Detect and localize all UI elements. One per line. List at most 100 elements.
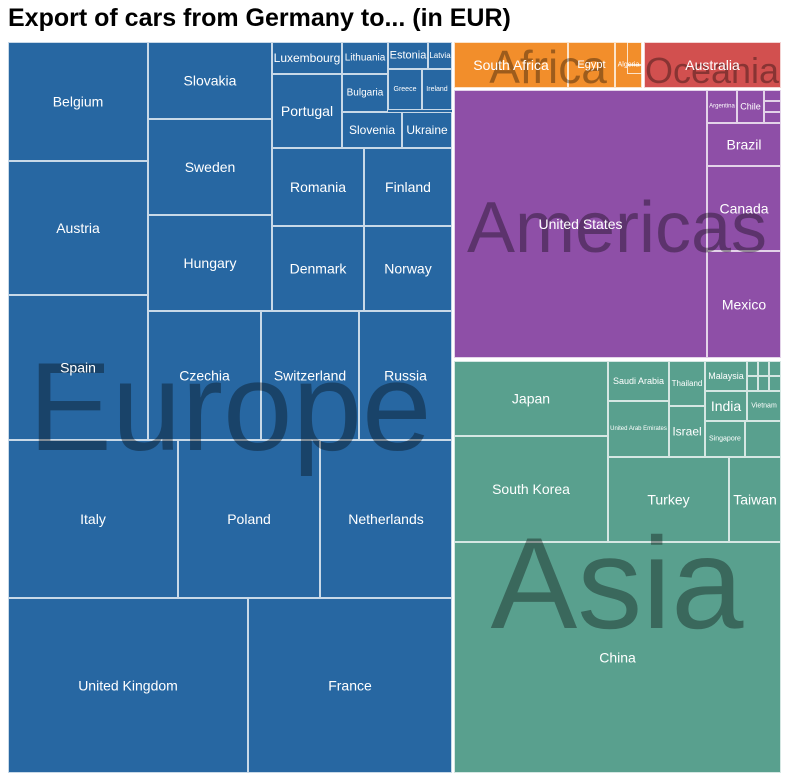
cell-austria[interactable] bbox=[8, 161, 148, 295]
cell-label: Saudi Arabia bbox=[613, 376, 664, 386]
cell-argentina[interactable] bbox=[707, 90, 737, 123]
cell-label: Austria bbox=[56, 220, 100, 236]
cell-label: Algeria bbox=[618, 62, 640, 69]
region-label: Asia bbox=[491, 510, 745, 656]
cell-egypt[interactable] bbox=[568, 42, 615, 88]
cell-russia[interactable] bbox=[359, 311, 452, 440]
cell-label: Bulgaria bbox=[347, 88, 384, 99]
cell-slovenia[interactable] bbox=[342, 112, 402, 148]
cell-label: Japan bbox=[512, 391, 550, 407]
region-label: Oceania bbox=[645, 50, 780, 91]
cell-poland[interactable] bbox=[178, 440, 320, 598]
cell-india[interactable] bbox=[705, 391, 747, 421]
cell-latvia[interactable] bbox=[428, 42, 452, 69]
cell-label: Switzerland bbox=[274, 368, 346, 384]
cell-minor bbox=[745, 421, 781, 457]
cell-taiwan[interactable] bbox=[729, 457, 781, 542]
region-label: Africa bbox=[489, 41, 607, 93]
cell-united-kingdom[interactable] bbox=[8, 598, 248, 773]
cell-spain[interactable] bbox=[8, 295, 148, 440]
cell-label: Denmark bbox=[290, 261, 348, 277]
region-gutter bbox=[642, 42, 644, 88]
cell-singapore[interactable] bbox=[705, 421, 745, 457]
cell-south-africa[interactable] bbox=[454, 42, 568, 88]
cell-minor bbox=[769, 361, 781, 376]
cell-denmark[interactable] bbox=[272, 226, 364, 311]
cell-label: South Korea bbox=[492, 481, 570, 497]
cell-lithuania[interactable] bbox=[342, 42, 388, 74]
cell-label: Brazil bbox=[726, 137, 761, 153]
cell-brazil[interactable] bbox=[707, 123, 781, 166]
cell-label: Czechia bbox=[179, 368, 230, 384]
cell-label: Greece bbox=[394, 86, 417, 93]
cell-saudi-arabia[interactable] bbox=[608, 361, 669, 401]
cell-label: Singapore bbox=[709, 436, 741, 443]
cell-minor bbox=[764, 112, 781, 123]
cell-label: Hungary bbox=[184, 255, 237, 271]
cell-label: South Africa bbox=[473, 57, 549, 73]
cell-malaysia[interactable] bbox=[705, 361, 747, 391]
cell-vietnam[interactable] bbox=[747, 391, 781, 421]
cell-label: Latvia bbox=[429, 51, 451, 60]
cell-label: France bbox=[328, 678, 372, 694]
cell-luxembourg[interactable] bbox=[272, 42, 342, 74]
cell-ireland[interactable] bbox=[422, 69, 452, 110]
cell-label: Canada bbox=[719, 201, 768, 217]
cell-switzerland[interactable] bbox=[261, 311, 359, 440]
cell-france[interactable] bbox=[248, 598, 452, 773]
cell-label: Netherlands bbox=[348, 511, 424, 527]
cell-israel[interactable] bbox=[669, 406, 705, 457]
cell-label: Russia bbox=[384, 368, 427, 384]
region-europe: Europe Belgium Austria Spain Slovakia Sweden H… bbox=[8, 42, 452, 773]
cell-belgium[interactable] bbox=[8, 42, 148, 161]
cell-slovakia[interactable] bbox=[148, 42, 272, 119]
cell-chile[interactable] bbox=[737, 90, 764, 123]
cell-japan[interactable] bbox=[454, 361, 608, 436]
cell-label: Portugal bbox=[281, 103, 333, 119]
cell-south-korea[interactable] bbox=[454, 436, 608, 542]
cell-label: Australia bbox=[685, 57, 740, 73]
cell-australia[interactable] bbox=[644, 42, 781, 88]
cell-minor bbox=[747, 361, 758, 376]
cell-mexico[interactable] bbox=[707, 251, 781, 358]
cell-turkey[interactable] bbox=[608, 457, 729, 542]
cell-minor bbox=[627, 42, 642, 65]
region-gutter bbox=[452, 42, 454, 773]
cell-label: Egypt bbox=[577, 59, 605, 71]
cell-label: United Kingdom bbox=[78, 678, 178, 694]
cell-romania[interactable] bbox=[272, 148, 364, 226]
cell-label: Argentina bbox=[709, 104, 735, 110]
cell-label: Thailand bbox=[672, 379, 703, 388]
cell-estonia[interactable] bbox=[388, 42, 428, 69]
cell-label: Estonia bbox=[390, 50, 428, 62]
cell-minor bbox=[764, 90, 781, 101]
cell-sweden[interactable] bbox=[148, 119, 272, 215]
region-label: Europe bbox=[28, 338, 431, 477]
cell-minor bbox=[758, 361, 769, 376]
cell-ukraine[interactable] bbox=[402, 112, 452, 148]
cell-label: Israel bbox=[672, 425, 701, 439]
cell-thailand[interactable] bbox=[669, 361, 705, 406]
cell-portugal[interactable] bbox=[272, 74, 342, 148]
cell-norway[interactable] bbox=[364, 226, 452, 311]
cell-label: Belgium bbox=[53, 94, 104, 110]
cell-label: United States bbox=[538, 216, 622, 232]
cell-canada[interactable] bbox=[707, 166, 781, 251]
cell-label: Slovenia bbox=[349, 123, 395, 137]
cell-united-arab-emirates[interactable] bbox=[608, 401, 669, 457]
cell-finland[interactable] bbox=[364, 148, 452, 226]
cell-label: Mexico bbox=[722, 297, 767, 313]
cell-italy[interactable] bbox=[8, 440, 178, 598]
cell-czechia[interactable] bbox=[148, 311, 261, 440]
cell-label: Taiwan bbox=[733, 492, 777, 508]
cell-minor bbox=[627, 65, 642, 74]
cell-label: Turkey bbox=[647, 492, 689, 508]
cell-china[interactable] bbox=[454, 542, 781, 773]
cell-greece[interactable] bbox=[388, 69, 422, 110]
cell-bulgaria[interactable] bbox=[342, 74, 388, 112]
cell-united-states[interactable] bbox=[454, 90, 707, 358]
cell-netherlands[interactable] bbox=[320, 440, 452, 598]
cell-hungary[interactable] bbox=[148, 215, 272, 311]
region-label: Americas bbox=[467, 188, 767, 268]
